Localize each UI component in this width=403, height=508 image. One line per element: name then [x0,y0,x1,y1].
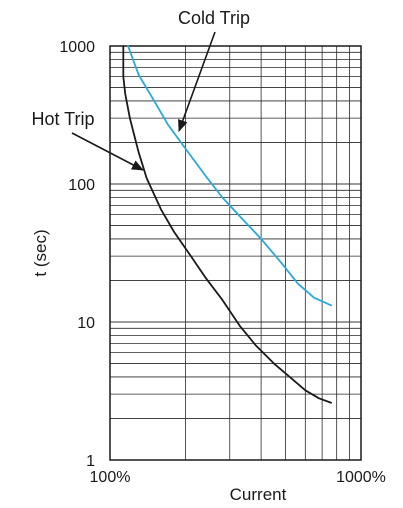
y-axis-label: t (sec) [31,229,50,276]
series-layer [122,45,332,404]
y-tick-label: 10 [77,315,95,332]
grid [110,46,361,460]
y-tick-label: 1000 [59,39,95,56]
hot-trip-curve [122,45,332,404]
y-tick-label: 1 [86,453,95,470]
x-axis-label: Current [230,485,287,504]
hot-trip-arrow [71,132,144,171]
cold-trip-arrow [178,31,216,132]
y-tick-label: 100 [68,177,95,194]
x-tick-label: 1000% [336,469,386,486]
cold-trip-curve [127,45,332,307]
hot-trip-annotation: Hot Trip [31,109,94,129]
tick-labels: 100% 1000% 1 10 100 1000 [59,39,386,486]
cold-trip-annotation: Cold Trip [178,8,250,28]
plot-frame [109,45,362,461]
x-tick-label: 100% [90,469,131,486]
